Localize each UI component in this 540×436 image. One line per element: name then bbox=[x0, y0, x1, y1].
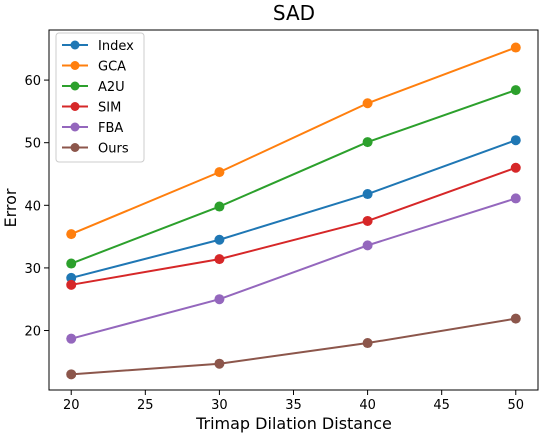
legend-label-sim: SIM bbox=[98, 101, 121, 116]
series-line-a2u bbox=[70, 89, 517, 265]
legend-marker-sim bbox=[70, 102, 80, 111]
legend-marker-a2u bbox=[70, 81, 80, 91]
data-point-sim bbox=[214, 254, 225, 265]
data-point-a2u bbox=[214, 201, 225, 212]
data-point-sim bbox=[362, 215, 373, 226]
x-tick-label: 45 bbox=[433, 398, 450, 413]
data-point-sim bbox=[66, 279, 77, 290]
data-point-sim bbox=[510, 162, 521, 173]
chart-title: SAD bbox=[273, 1, 315, 25]
data-point-gca bbox=[362, 98, 373, 109]
legend-marker-fba bbox=[70, 122, 80, 132]
data-point-gca bbox=[510, 42, 521, 53]
data-point-ours bbox=[362, 338, 373, 349]
x-tick-label: 35 bbox=[285, 398, 302, 413]
legend-label-fba: FBA bbox=[98, 121, 123, 136]
data-point-fba bbox=[362, 240, 373, 251]
x-tick-label: 30 bbox=[211, 398, 228, 413]
data-point-fba bbox=[66, 333, 77, 344]
legend-marker-ours bbox=[70, 143, 80, 152]
data-point-a2u bbox=[66, 258, 77, 269]
series-line-fba bbox=[70, 197, 517, 340]
x-tick-label: 40 bbox=[359, 398, 376, 413]
x-tick-label: 50 bbox=[507, 398, 524, 413]
plot-frame bbox=[48, 29, 539, 391]
y-axis-label: Error bbox=[1, 188, 20, 227]
series-line-index bbox=[70, 139, 517, 279]
legend-label-index: Index bbox=[98, 39, 134, 54]
x-axis-label: Trimap Dilation Distance bbox=[195, 414, 392, 433]
data-point-index bbox=[66, 272, 77, 283]
plot-area: 20 25 30 35 40 45 50 20 30 40 50 60 bbox=[24, 42, 524, 413]
data-point-gca bbox=[214, 167, 225, 178]
series-line-ours bbox=[71, 317, 516, 376]
data-point-fba bbox=[510, 193, 521, 204]
data-point-a2u bbox=[510, 85, 521, 96]
data-point-ours bbox=[510, 313, 521, 324]
y-tick-label: 60 bbox=[24, 74, 41, 89]
y-tick-label: 30 bbox=[24, 262, 41, 277]
y-tick-label: 40 bbox=[24, 199, 41, 214]
data-point-index bbox=[362, 189, 373, 200]
data-point-fba bbox=[214, 294, 225, 305]
x-tick-label: 25 bbox=[137, 398, 154, 413]
x-tick-label: 20 bbox=[63, 398, 80, 413]
data-point-index bbox=[510, 135, 521, 146]
y-tick-label: 20 bbox=[24, 325, 41, 340]
legend-label-ours: Ours bbox=[98, 142, 129, 157]
data-point-ours bbox=[66, 369, 77, 380]
series-line-sim bbox=[71, 166, 517, 286]
legend-label-a2u: A2U bbox=[98, 80, 125, 95]
series-line-gca bbox=[70, 46, 517, 236]
data-point-a2u bbox=[362, 137, 373, 148]
y-tick-label: 50 bbox=[24, 137, 41, 152]
data-point-gca bbox=[66, 229, 77, 240]
legend-label-gca: GCA bbox=[98, 60, 126, 75]
legend: Index GCA A2U SIM FBA Ours bbox=[55, 32, 145, 163]
legend-marker-index bbox=[70, 40, 80, 50]
data-point-ours bbox=[214, 358, 225, 369]
data-point-index bbox=[214, 234, 225, 245]
legend-marker-gca bbox=[70, 61, 80, 70]
